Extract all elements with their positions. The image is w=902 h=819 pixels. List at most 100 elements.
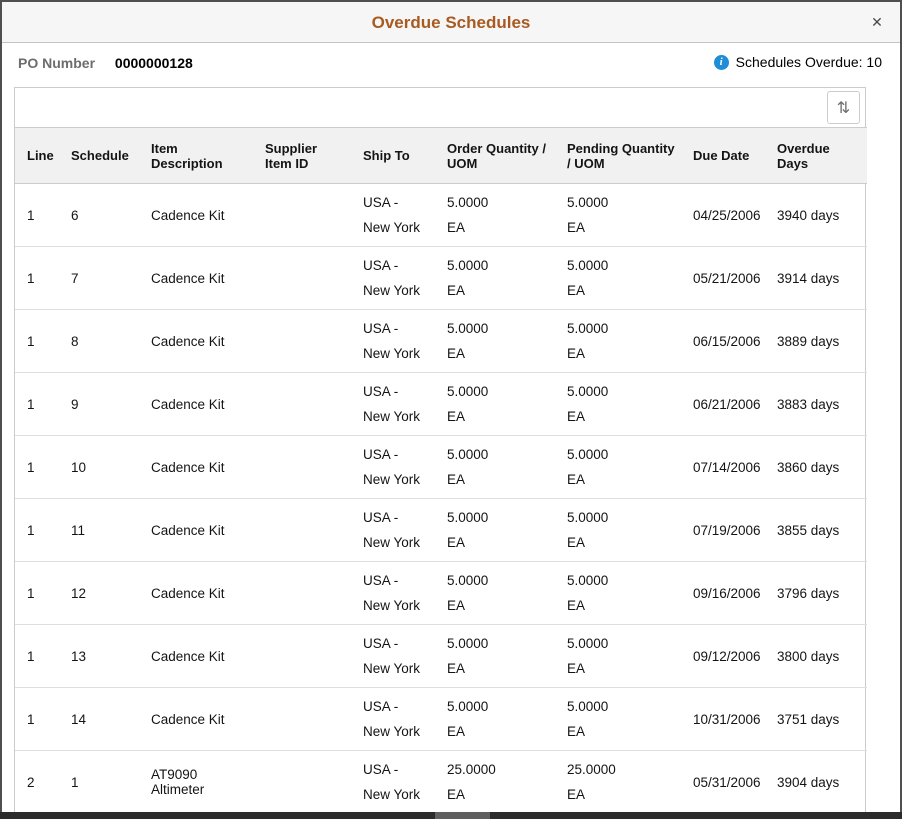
table-row: 2 1 AT9090 Altimeter USA - New York 25.0… [15, 751, 867, 814]
cell-due-date: 06/15/2006 [681, 309, 765, 373]
cell-line: 1 [15, 183, 59, 247]
cell-order-quantity: 25.0000 EA [435, 751, 555, 814]
cell-item-description: AT9090 Altimeter [151, 767, 205, 797]
cell-overdue-days: 3796 days [765, 561, 867, 625]
cell-supplier-item-id [253, 498, 351, 562]
table-row: 1 7 Cadence Kit USA - New York 5.0000 EA… [15, 246, 867, 310]
table-row: 1 9 Cadence Kit USA - New York 5.0000 EA… [15, 372, 867, 436]
info-bar: PO Number 0000000128 i Schedules Overdue… [2, 44, 900, 82]
cell-item-description: Cadence Kit [139, 624, 253, 688]
ship-to-line1: USA - [363, 636, 399, 651]
cell-ship-to: USA - New York [351, 372, 435, 436]
order-qty-uom: EA [447, 724, 466, 739]
info-icon[interactable]: i [713, 54, 729, 70]
ship-to-line1: USA - [363, 573, 399, 588]
ship-to-line2: New York [363, 535, 421, 550]
ship-to-line2: New York [363, 661, 421, 676]
ship-to-line1: USA - [363, 510, 399, 525]
pending-qty-uom: EA [567, 220, 586, 235]
cell-item-description: Cadence Kit [139, 183, 253, 247]
cell-order-quantity: 5.0000 EA [435, 183, 555, 247]
cell-line: 1 [15, 435, 59, 499]
order-qty-value: 5.0000 [447, 384, 489, 399]
cell-overdue-days: 3860 days [765, 435, 867, 499]
order-qty-value: 5.0000 [447, 258, 489, 273]
cell-order-quantity: 5.0000 EA [435, 435, 555, 499]
cell-ship-to: USA - New York [351, 751, 435, 814]
sort-icon: ⇅ [836, 97, 851, 117]
order-qty-value: 25.0000 [447, 762, 496, 777]
col-header-line: Line [15, 127, 59, 184]
ship-to-line1: USA - [363, 321, 399, 336]
table-row: 1 12 Cadence Kit USA - New York 5.0000 E… [15, 561, 867, 625]
cell-item-description: Cadence Kit [139, 687, 253, 751]
cell-schedule: 9 [59, 372, 139, 436]
cell-ship-to: USA - New York [351, 687, 435, 751]
pending-qty-value: 5.0000 [567, 384, 609, 399]
pending-qty-uom: EA [567, 283, 586, 298]
cell-pending-quantity: 5.0000 EA [555, 435, 681, 499]
cell-line: 1 [15, 246, 59, 310]
cell-pending-quantity: 5.0000 EA [555, 309, 681, 373]
order-qty-uom: EA [447, 220, 466, 235]
pending-qty-value: 5.0000 [567, 447, 609, 462]
cell-schedule: 1 [71, 774, 79, 790]
order-qty-uom: EA [447, 283, 466, 298]
close-icon[interactable]: ✕ [862, 2, 892, 43]
ship-to-line2: New York [363, 598, 421, 613]
cell-schedule: 14 [59, 687, 139, 751]
cell-schedule: 11 [59, 498, 139, 562]
pending-qty-uom: EA [567, 535, 586, 550]
cell-order-quantity: 5.0000 EA [435, 561, 555, 625]
table-row: 1 13 Cadence Kit USA - New York 5.0000 E… [15, 624, 867, 688]
col-header-pending-quantity: Pending Quantity / UOM [555, 127, 681, 184]
order-qty-uom: EA [447, 661, 466, 676]
ship-to-line2: New York [363, 724, 421, 739]
schedules-overdue-text: Schedules Overdue: 10 [735, 54, 882, 70]
cell-ship-to: USA - New York [351, 435, 435, 499]
sort-button[interactable]: ⇅ [827, 91, 860, 124]
pending-qty-value: 5.0000 [567, 699, 609, 714]
table-row: 1 14 Cadence Kit USA - New York 5.0000 E… [15, 687, 867, 751]
order-qty-value: 5.0000 [447, 636, 489, 651]
cell-schedule: 13 [59, 624, 139, 688]
ship-to-line2: New York [363, 346, 421, 361]
cell-due-date: 04/25/2006 [681, 183, 765, 247]
order-qty-uom: EA [447, 598, 466, 613]
cell-due-date: 06/21/2006 [681, 372, 765, 436]
col-header-order-quantity: Order Quantity / UOM [435, 127, 555, 184]
table-row: 1 8 Cadence Kit USA - New York 5.0000 EA… [15, 309, 867, 373]
po-number-value: 0000000128 [114, 55, 193, 71]
ship-to-line2: New York [363, 787, 421, 802]
cell-item-description: Cadence Kit [139, 309, 253, 373]
cell-ship-to: USA - New York [351, 246, 435, 310]
cell-item-description: Cadence Kit [139, 372, 253, 436]
ship-to-line1: USA - [363, 699, 399, 714]
cell-schedule: 12 [59, 561, 139, 625]
page-horizontal-scrollbar[interactable] [0, 812, 902, 819]
overdue-schedules-grid: ⇅ Line Schedule Item Description Supplie… [14, 87, 867, 816]
table-row: 1 10 Cadence Kit USA - New York 5.0000 E… [15, 435, 867, 499]
order-qty-value: 5.0000 [447, 447, 489, 462]
cell-line: 1 [15, 687, 59, 751]
pending-qty-value: 5.0000 [567, 258, 609, 273]
pending-qty-uom: EA [567, 346, 586, 361]
cell-overdue-days: 3883 days [765, 372, 867, 436]
cell-schedule: 7 [59, 246, 139, 310]
table-header-row: Line Schedule Item Description Supplier … [15, 127, 867, 184]
order-qty-value: 5.0000 [447, 321, 489, 336]
pending-qty-uom: EA [567, 787, 586, 802]
pending-qty-uom: EA [567, 598, 586, 613]
scrollbar-thumb[interactable] [435, 812, 490, 819]
cell-order-quantity: 5.0000 EA [435, 624, 555, 688]
cell-ship-to: USA - New York [351, 309, 435, 373]
cell-pending-quantity: 5.0000 EA [555, 372, 681, 436]
cell-line: 1 [15, 498, 59, 562]
grid-toolbar: ⇅ [15, 88, 865, 127]
col-header-overdue-days: Overdue Days [765, 127, 867, 184]
cell-overdue-days: 3800 days [765, 624, 867, 688]
cell-ship-to: USA - New York [351, 183, 435, 247]
pending-qty-value: 5.0000 [567, 573, 609, 588]
pending-qty-uom: EA [567, 472, 586, 487]
table-row: 1 6 Cadence Kit USA - New York 5.0000 EA… [15, 183, 867, 247]
